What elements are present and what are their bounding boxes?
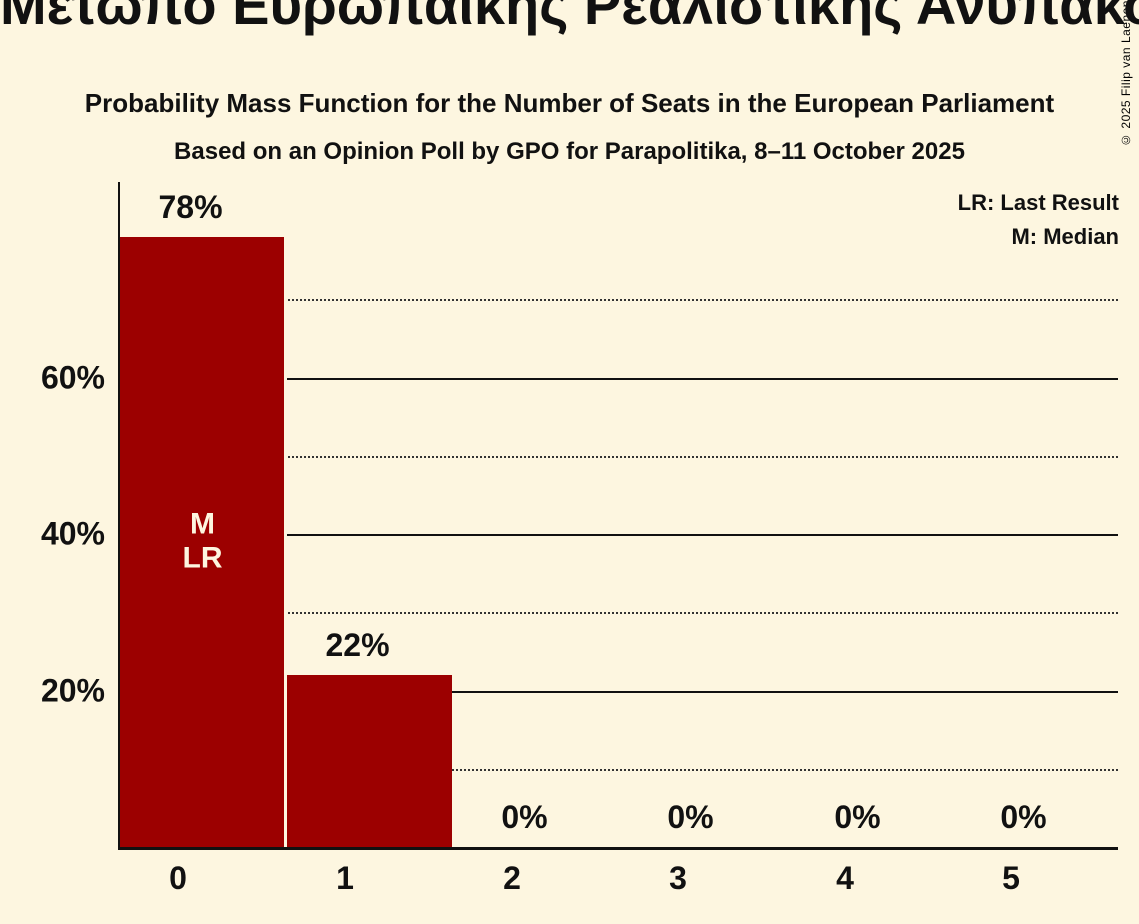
bar-value-label-seat-4: 0%	[775, 799, 940, 836]
xtick-1[interactable]: 1	[275, 860, 415, 897]
chart-title: Μέτωπο Ευρωπαϊκής Ρεαλιστικής Ανυπακοής …	[0, 0, 1139, 37]
chart-subtitle-2: Based on an Opinion Poll by GPO for Para…	[0, 138, 1139, 166]
ytick-40: 40%	[10, 516, 105, 553]
x-axis-line	[118, 847, 1118, 850]
bar-value-label-seat-0: 78%	[108, 189, 273, 226]
bar-annotation-seat-0: M LR	[120, 507, 285, 576]
bar-value-label-seat-5: 0%	[941, 799, 1106, 836]
xtick-3[interactable]: 3	[608, 860, 748, 897]
xtick-2[interactable]: 2	[442, 860, 582, 897]
bar-value-label-seat-3: 0%	[608, 799, 773, 836]
xtick-0[interactable]: 0	[108, 860, 248, 897]
bar-value-label-seat-1: 22%	[275, 627, 440, 664]
chart-subtitle-1: Probability Mass Function for the Number…	[0, 88, 1139, 119]
bar-seat-0[interactable]: M LR	[120, 237, 285, 847]
xtick-4[interactable]: 4	[775, 860, 915, 897]
ytick-60: 60%	[10, 359, 105, 396]
bar-value-label-seat-2: 0%	[442, 799, 607, 836]
ytick-20: 20%	[10, 672, 105, 709]
bar-seat-1[interactable]	[287, 675, 452, 847]
chart-container: © 2025 Filip van Laenen Μέτωπο Ευρωπαϊκή…	[0, 0, 1139, 924]
plot-area: 20% 40% 60% M LR 78% 22% 0% 0% 0% 0% 0 1 …	[118, 182, 1118, 847]
xtick-5[interactable]: 5	[941, 860, 1081, 897]
